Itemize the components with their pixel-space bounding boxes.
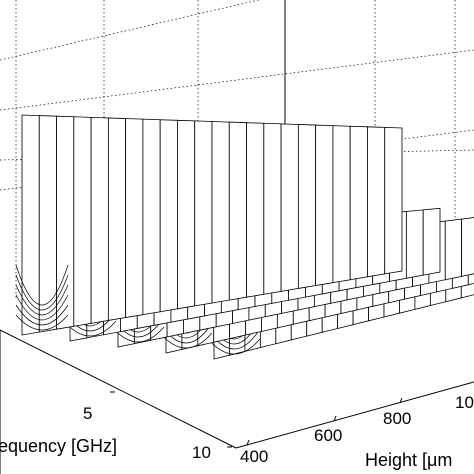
surface-panel [90,116,109,324]
surface-panel [332,125,351,284]
surface-trough-line [15,284,69,316]
height-tick-label-400: 400 [240,447,268,466]
height-tick-label-1000: 10 [455,393,474,412]
surface-trough-line [15,274,69,311]
surface-trough-line [207,338,261,355]
surface-panel [56,115,75,330]
height-tick-800 [399,397,403,404]
surface-panel [280,123,299,292]
surface-panel [405,209,424,279]
surface-panel [177,119,196,310]
surface-sheet-0 [15,114,403,336]
grid-line-h-0 [0,0,261,61]
grid-line-h-1 [0,49,474,111]
frequency-axis-line [0,329,237,449]
height-tick-600 [333,415,337,422]
surface-panel [73,116,92,327]
surface-panel [315,124,334,287]
frequency-tick-label-5: 5 [83,404,92,423]
surface-panel [422,207,441,276]
frequency-tick-label-10: 10 [192,443,211,462]
surface-panel [349,125,368,281]
surface-trough-line [15,304,69,326]
surface-panel [367,126,386,278]
surface-panel [107,117,127,321]
surface-panel [444,218,463,281]
surface-panel [384,126,403,275]
surface-panel [38,115,57,333]
surface-panel [159,119,178,313]
height-tick-label-800: 800 [383,409,411,428]
height-axis-line [235,381,474,449]
height-tick-400 [246,439,250,446]
surface-panel [263,122,282,295]
height-axis-label: Height [μm [365,450,452,470]
surface-trough-line [15,294,69,321]
surface-panel [228,121,247,301]
surface-panel [246,122,265,298]
height-axis: 400 600 800 10 Height [μm [235,381,474,470]
surface-panel [194,120,213,307]
surface-panel [211,121,230,304]
surface-trough-line [159,332,213,349]
surface-mesh [15,114,474,360]
surface-panel [125,118,144,319]
surface-panel [461,217,474,277]
frequency-axis: 5 10 equency [GHz] [0,329,237,462]
surface-trough-line [15,264,69,306]
surface-trough-line [15,314,69,331]
surface-panel [142,118,161,316]
height-tick-label-600: 600 [314,426,342,445]
frequency-axis-label: equency [GHz] [0,436,117,456]
surface-panel [297,124,317,289]
